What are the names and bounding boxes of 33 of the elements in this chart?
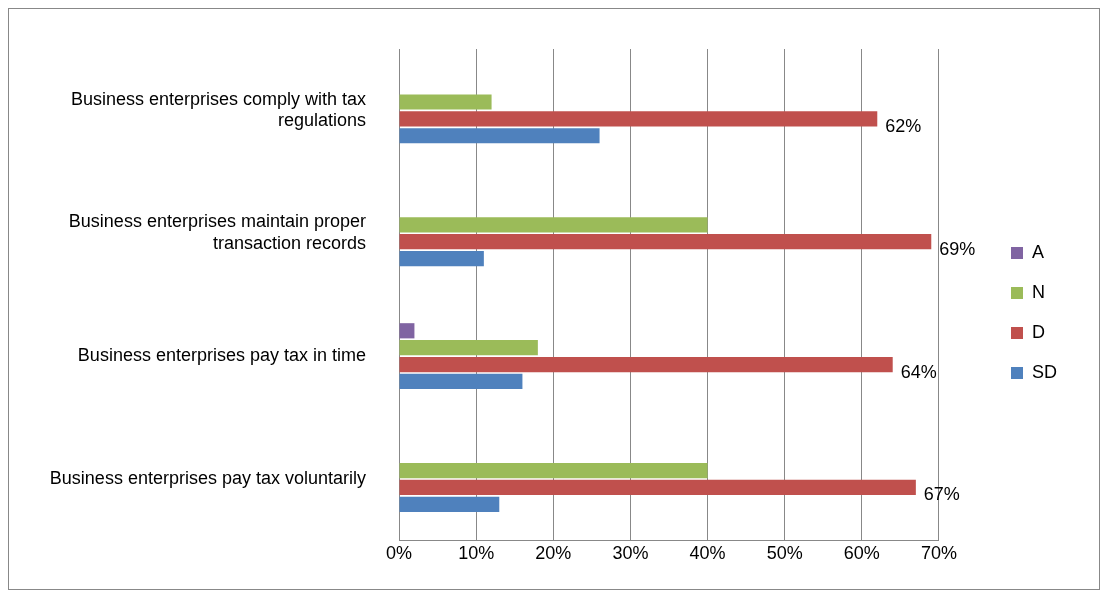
bar bbox=[399, 496, 500, 512]
legend-label: D bbox=[1032, 321, 1045, 342]
y-tick-label: Business enterprises comply with tax regulations bbox=[70, 88, 366, 131]
bar bbox=[399, 111, 878, 127]
y-tick-label: Business enterprises pay tax voluntarily bbox=[49, 467, 366, 488]
bar bbox=[399, 94, 492, 110]
data-label: 69% bbox=[939, 238, 976, 259]
y-tick-label: Business enterprises pay tax in time bbox=[77, 345, 366, 366]
data-label: 67% bbox=[923, 484, 960, 505]
bar bbox=[399, 323, 415, 339]
x-tick-label: 60% bbox=[843, 543, 880, 564]
data-label: 62% bbox=[885, 115, 922, 136]
legend-label: SD bbox=[1032, 361, 1058, 382]
legend-label: N bbox=[1032, 281, 1045, 302]
bar bbox=[399, 251, 484, 267]
legend-label: A bbox=[1032, 241, 1045, 262]
x-tick-label: 30% bbox=[612, 543, 649, 564]
bar bbox=[399, 479, 916, 496]
y-tick-label: Business enterprises maintain proper transaction records bbox=[68, 211, 366, 254]
data-label: 64% bbox=[900, 361, 937, 382]
x-tick-label: 20% bbox=[535, 543, 572, 564]
bar bbox=[399, 373, 523, 390]
bar bbox=[399, 340, 538, 356]
bar bbox=[399, 128, 600, 144]
x-tick-label: 70% bbox=[920, 543, 958, 564]
x-tick-label: 0% bbox=[385, 543, 413, 564]
bar bbox=[399, 462, 708, 479]
bar bbox=[399, 356, 893, 373]
x-tick-label: 40% bbox=[689, 543, 726, 564]
bar bbox=[399, 234, 932, 250]
bar bbox=[399, 217, 708, 233]
x-tick-label: 50% bbox=[766, 543, 803, 564]
x-tick-label: 10% bbox=[458, 543, 495, 564]
